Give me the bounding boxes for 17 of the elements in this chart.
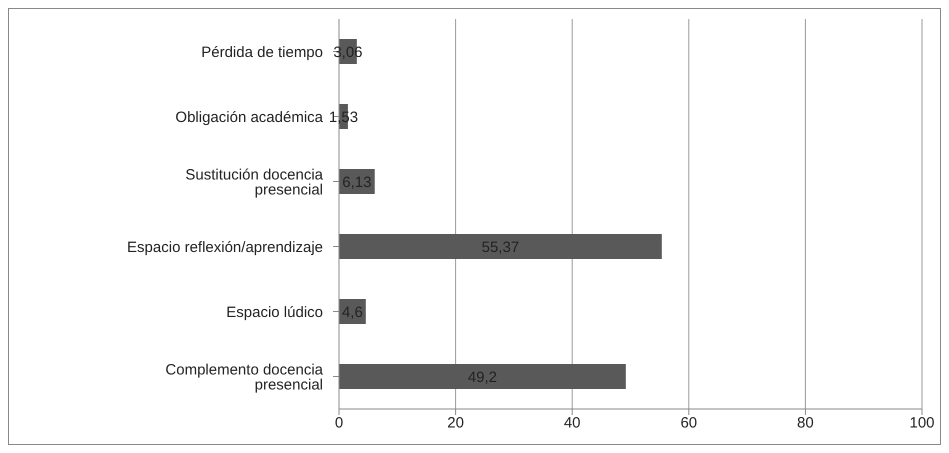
y-tick-label: Complemento docencia presencial (165, 361, 324, 394)
x-tick-label: 80 (797, 414, 814, 432)
bar (339, 364, 626, 389)
y-tick-label: Espacio lúdico (226, 304, 323, 321)
data-label: 55,37 (482, 238, 520, 256)
y-tick-label: Pérdida de tiempo (201, 44, 323, 61)
data-label: 6,13 (342, 174, 372, 191)
y-tick-label: Espacio reflexión/aprendizaje (127, 238, 323, 256)
x-tick-label: 40 (564, 414, 581, 432)
x-tick-label: 100 (909, 414, 935, 432)
y-tick-label: Obligación académica (175, 108, 324, 126)
bar (339, 234, 662, 259)
x-tick-label: 0 (334, 414, 344, 432)
x-tick-label: 60 (680, 414, 698, 432)
y-tick-label: Sustitución docencia presencial (185, 166, 324, 198)
x-tick-label: 20 (447, 414, 464, 432)
data-label: 49,2 (468, 368, 498, 386)
